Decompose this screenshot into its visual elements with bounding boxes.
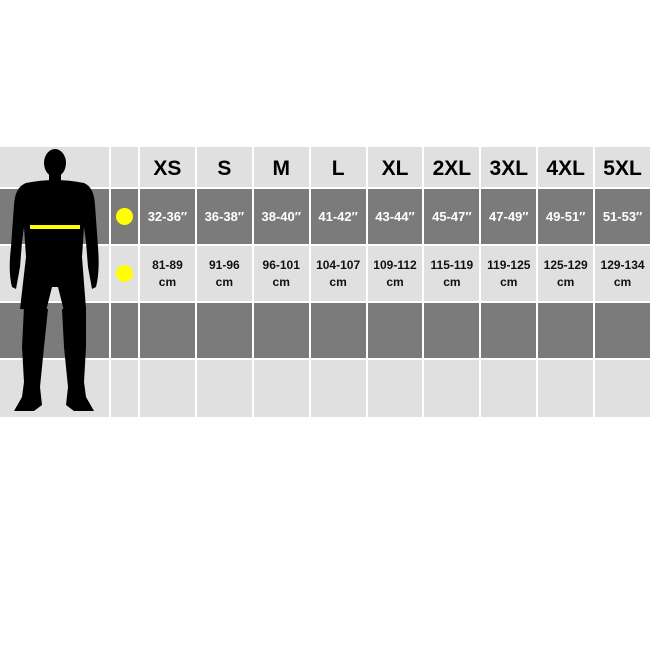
size-header: 4XL bbox=[538, 147, 594, 187]
empty-cell bbox=[196, 303, 252, 358]
chest-cm-cell: 81-89 cm bbox=[140, 246, 195, 301]
chest-cm-cell: 115-119 cm bbox=[424, 246, 480, 301]
figure-cell bbox=[0, 360, 109, 417]
cm-value: 91-96 bbox=[208, 257, 240, 272]
chest-inches-cell: 36-38″ bbox=[196, 189, 252, 244]
chest-cm-cell: 125-129 cm bbox=[538, 246, 594, 301]
chest-inches-cell: 32-36″ bbox=[140, 189, 195, 244]
figure-cell bbox=[0, 189, 109, 244]
empty-cell bbox=[196, 360, 252, 417]
marker-header-cell bbox=[111, 147, 138, 187]
cm-value: 96-101 bbox=[262, 257, 300, 272]
chest-inches-cell: 43-44″ bbox=[367, 189, 423, 244]
cm-unit: cm bbox=[158, 274, 177, 289]
empty-cell bbox=[595, 360, 650, 417]
size-header: L bbox=[310, 147, 366, 187]
empty-cell bbox=[481, 360, 537, 417]
chest-cm-cell: 109-112 cm bbox=[367, 246, 423, 301]
cm-value: 115-119 bbox=[430, 257, 474, 272]
empty-cell bbox=[538, 303, 594, 358]
cm-value: 81-89 bbox=[152, 257, 183, 272]
size-header: M bbox=[253, 147, 309, 187]
cm-unit: cm bbox=[215, 274, 233, 289]
empty-cell bbox=[140, 303, 195, 358]
marker-cell bbox=[111, 246, 138, 301]
chest-inches-cell: 38-40″ bbox=[253, 189, 309, 244]
cm-unit: cm bbox=[500, 274, 518, 289]
cm-value: 109-112 bbox=[373, 257, 417, 272]
empty-cell bbox=[111, 360, 138, 417]
empty-cell bbox=[481, 303, 537, 358]
figure-cell bbox=[0, 303, 109, 358]
empty-cell bbox=[111, 303, 138, 358]
chest-cm-cell: 119-125 cm bbox=[481, 246, 537, 301]
size-header: 2XL bbox=[424, 147, 480, 187]
chest-cm-cell: 104-107 cm bbox=[310, 246, 366, 301]
chest-inches-cell: 51-53″ bbox=[595, 189, 650, 244]
size-header: 5XL bbox=[595, 147, 650, 187]
cm-value: 104-107 bbox=[316, 257, 361, 272]
size-header: XL bbox=[367, 147, 423, 187]
empty-cell bbox=[595, 303, 650, 358]
cm-value: 119-125 bbox=[487, 257, 531, 272]
empty-cell bbox=[253, 360, 309, 417]
empty-cell bbox=[538, 360, 594, 417]
chest-inches-cell: 49-51″ bbox=[538, 189, 594, 244]
cm-unit: cm bbox=[386, 274, 404, 289]
size-header: S bbox=[196, 147, 252, 187]
cm-value: 125-129 bbox=[543, 257, 588, 272]
chest-inches-cell: 47-49″ bbox=[481, 189, 537, 244]
cm-unit: cm bbox=[613, 274, 632, 289]
chest-inches-cell: 41-42″ bbox=[310, 189, 366, 244]
marker-cell bbox=[111, 189, 138, 244]
cm-unit: cm bbox=[329, 274, 347, 289]
figure-cell bbox=[0, 147, 109, 187]
empty-cell bbox=[253, 303, 309, 358]
size-chart-table: XS S M L XL 2XL 3XL 4XL 5XL 32-36″ 36-38… bbox=[0, 147, 650, 417]
chest-cm-cell: 96-101 cm bbox=[253, 246, 309, 301]
cm-unit: cm bbox=[272, 274, 290, 289]
empty-cell bbox=[140, 360, 195, 417]
cm-value: 129-134 bbox=[600, 257, 645, 272]
size-header: XS bbox=[140, 147, 195, 187]
yellow-dot-icon bbox=[116, 208, 133, 225]
figure-cell bbox=[0, 246, 109, 301]
empty-cell bbox=[310, 303, 366, 358]
empty-cell bbox=[310, 360, 366, 417]
chest-cm-cell: 91-96 cm bbox=[196, 246, 252, 301]
yellow-dot-icon bbox=[116, 265, 133, 282]
size-header: 3XL bbox=[481, 147, 537, 187]
empty-cell bbox=[367, 360, 423, 417]
chest-cm-cell: 129-134 cm bbox=[595, 246, 650, 301]
chest-inches-cell: 45-47″ bbox=[424, 189, 480, 244]
cm-unit: cm bbox=[443, 274, 461, 289]
empty-cell bbox=[367, 303, 423, 358]
empty-cell bbox=[424, 303, 480, 358]
cm-unit: cm bbox=[556, 274, 575, 289]
empty-cell bbox=[424, 360, 480, 417]
